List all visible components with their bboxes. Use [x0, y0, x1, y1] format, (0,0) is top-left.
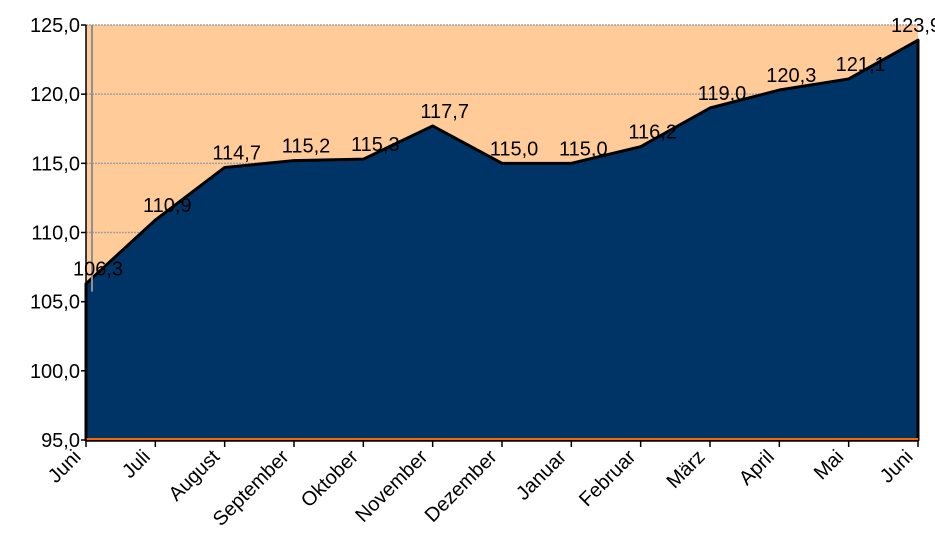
- data-label: 119,0: [698, 83, 747, 105]
- x-tick-label: März: [663, 446, 710, 493]
- data-label: 115,2: [282, 136, 331, 158]
- data-label: 120,3: [766, 65, 816, 87]
- data-label: 115,0: [559, 138, 608, 160]
- y-tick-label: 125,0: [30, 15, 80, 37]
- x-tick-label: August: [165, 446, 225, 506]
- data-label: 123,9: [891, 15, 935, 37]
- x-tick-label: Februar: [575, 446, 640, 511]
- data-label: 110,9: [143, 195, 192, 217]
- data-label: 115,0: [490, 138, 539, 160]
- y-tick-label: 105,0: [30, 292, 80, 314]
- data-label: 106,3: [73, 259, 123, 281]
- data-labels: 106,3 110,9 114,7 115,2 115,3 117,7 115,0 115,0…: [73, 15, 935, 280]
- x-tick-label: September: [209, 446, 294, 531]
- x-tick-label: Juli: [118, 446, 155, 483]
- x-tick-label: Oktober: [297, 446, 363, 512]
- y-tick-label: 95,0: [41, 430, 80, 452]
- data-label: 117,7: [420, 101, 469, 123]
- data-label: 114,7: [212, 142, 261, 164]
- x-tick-label: Dezember: [421, 446, 502, 527]
- data-area: [84, 38, 920, 442]
- y-tick-label: 100,0: [30, 361, 80, 383]
- x-tick-label: November: [351, 446, 432, 527]
- y-tick-label: 110,0: [31, 223, 80, 245]
- data-label: 115,3: [351, 134, 400, 156]
- x-tick-label: Mai: [810, 446, 848, 484]
- y-tick-label: 120,0: [30, 84, 80, 106]
- x-tick-label: Januar: [512, 446, 571, 505]
- data-label: 116,2: [628, 122, 677, 144]
- x-tick-label: April: [735, 446, 779, 490]
- x-tick-label: Juni: [876, 446, 918, 488]
- x-tick-label: Juni: [44, 446, 86, 488]
- data-label: 121,1: [836, 54, 886, 76]
- y-tick-label: 115,0: [31, 153, 80, 175]
